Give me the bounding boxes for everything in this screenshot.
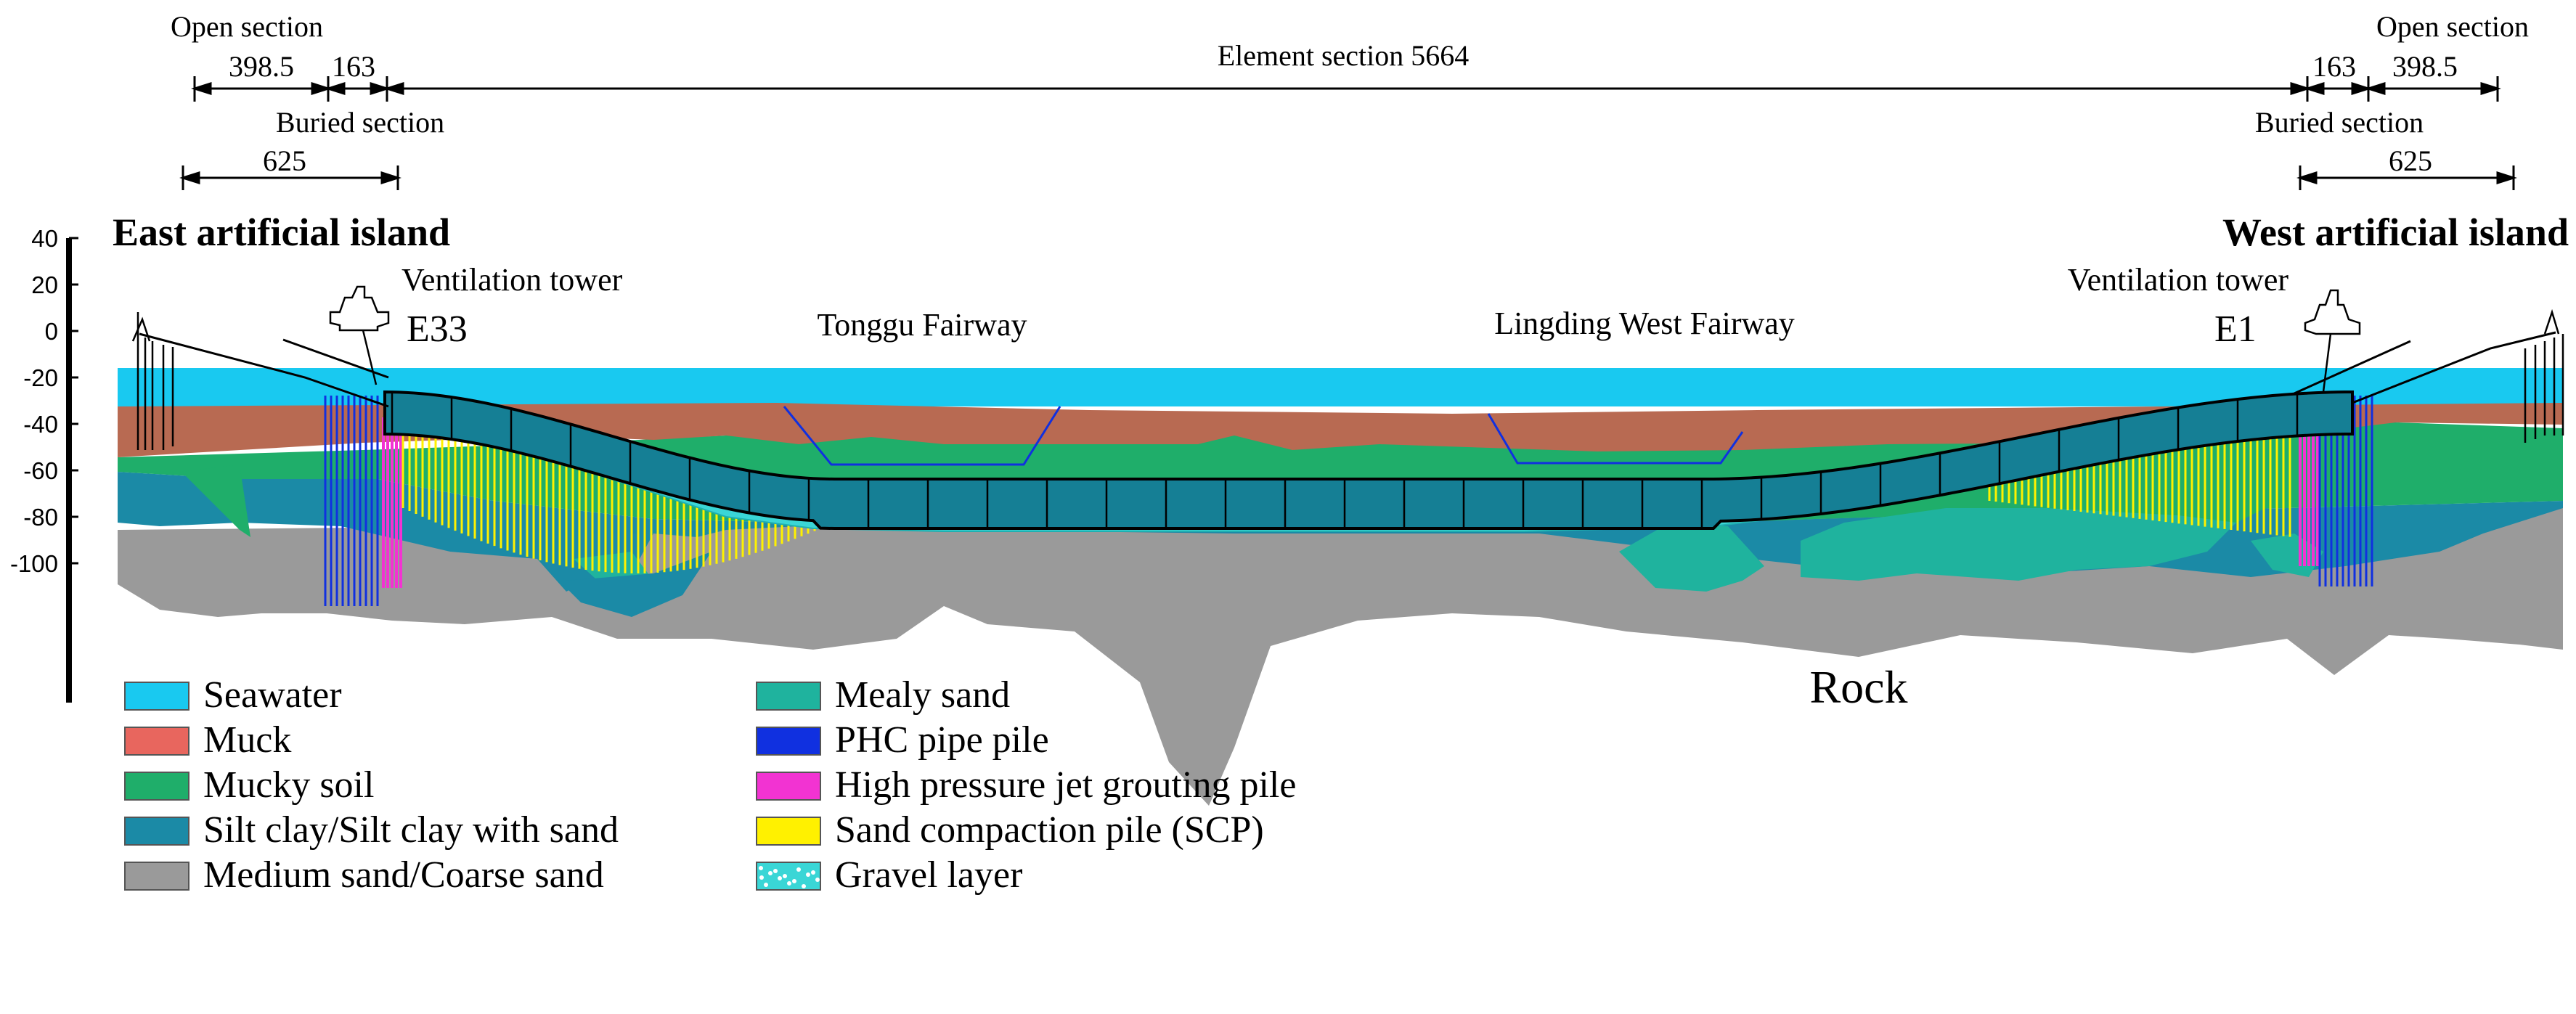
legend-label: Seawater (203, 674, 342, 716)
mealy-sand-lens (1801, 508, 2236, 581)
vent-tower-right-label: Ventilation tower (2068, 262, 2289, 298)
gravel-dot (783, 874, 787, 878)
gravel-dot (802, 884, 806, 888)
medium-sand-layer (118, 508, 2563, 806)
elevation-axis: 40 20 0 -20 -40 -60 -80 -100 (10, 225, 78, 703)
legend-swatch (124, 862, 189, 891)
immersed-tunnel (383, 390, 2354, 530)
legend-label: Mucky soil (203, 764, 374, 806)
gravel-dot (764, 883, 768, 887)
buried-total-left-label: 625 (263, 144, 306, 177)
east-island-structures (131, 285, 390, 450)
legend-label: Silt clay/Silt clay with sand (203, 809, 619, 851)
ventilation-tower-left-icon (329, 285, 390, 332)
open-length-right-label: 398.5 (2392, 50, 2458, 83)
ventilation-tower-right-icon (2304, 289, 2361, 335)
buried-section-right-label: Buried section (2255, 106, 2424, 139)
legend-label: Muck (203, 719, 291, 761)
legend-label: Medium sand/Coarse sand (203, 854, 604, 896)
legend-label: Mealy sand (835, 674, 1010, 716)
legend-label: PHC pipe pile (835, 719, 1049, 761)
gravel-dot (768, 871, 773, 875)
gravel-dot (806, 872, 810, 877)
open-section-right-label: Open section (2376, 10, 2529, 43)
dimension-lines (179, 76, 2517, 190)
axis-tick-label: -60 (23, 457, 58, 484)
axis-tick-label: -20 (23, 364, 58, 391)
legend-swatch (124, 682, 189, 711)
dimension-texts: Open section 398.5 163 Element section 5… (171, 10, 2529, 177)
axis-tick-label: -40 (23, 411, 58, 438)
element-section-label: Element section 5664 (1218, 39, 1470, 72)
annotations: East artificial island West artificial i… (113, 210, 2569, 713)
legend-swatch (124, 772, 189, 801)
east-island-label: East artificial island (113, 210, 450, 254)
legend-swatch (124, 817, 189, 846)
mealy-sand-lens (1619, 523, 1764, 592)
gravel-dot (787, 881, 791, 886)
tonggu-fairway-label: Tonggu Fairway (818, 307, 1027, 343)
legend-swatch (756, 817, 821, 846)
gravel-dot (811, 870, 815, 875)
gravel-dot (773, 869, 778, 873)
rock-label: Rock (1809, 661, 1907, 713)
open-length-left-label: 398.5 (229, 50, 294, 83)
vent-tower-left-label: Ventilation tower (402, 262, 623, 298)
buried-total-right-label: 625 (2389, 144, 2432, 177)
silt-clay-lens (537, 552, 712, 617)
gravel-dot (815, 878, 820, 882)
muck-layer (118, 403, 2563, 457)
axis-tick-label: -80 (23, 504, 58, 531)
legend-swatch (756, 682, 821, 711)
legend-label: High pressure jet grouting pile (835, 764, 1296, 806)
lingding-fairway-label: Lingding West Fairway (1494, 306, 1795, 341)
buried-short-left-label: 163 (332, 50, 375, 83)
legend-swatch (756, 772, 821, 801)
joint-e1-label: E1 (2214, 308, 2257, 350)
axis-tick-label: 20 (31, 271, 58, 298)
gravel-dot (796, 867, 801, 872)
alignment-lines (139, 331, 2556, 408)
axis-tick-label: -100 (10, 550, 58, 577)
legend-label: Sand compaction pile (SCP) (835, 809, 1264, 851)
legend-swatch (756, 727, 821, 756)
west-island-label: West artificial island (2222, 210, 2569, 254)
open-section-left-label: Open section (171, 10, 323, 43)
seawater-layer (118, 368, 2563, 406)
west-island-structures (2304, 289, 2564, 443)
axis-tick-label: 40 (31, 225, 58, 252)
axis-tick-label: 0 (45, 318, 58, 345)
gravel-dot (778, 876, 782, 880)
legend-swatch (124, 727, 189, 756)
buried-section-left-label: Buried section (276, 106, 444, 139)
tunnel-body (383, 390, 2354, 530)
gravel-dot (759, 866, 763, 870)
legend-label: Gravel layer (835, 854, 1022, 896)
joint-e33-label: E33 (407, 308, 468, 350)
gravel-dot (792, 879, 796, 883)
fairway-trenches (783, 406, 1744, 466)
gravel-dot (759, 875, 764, 880)
mucky-soil-lens (182, 465, 250, 537)
buried-short-right-label: 163 (2312, 50, 2356, 83)
